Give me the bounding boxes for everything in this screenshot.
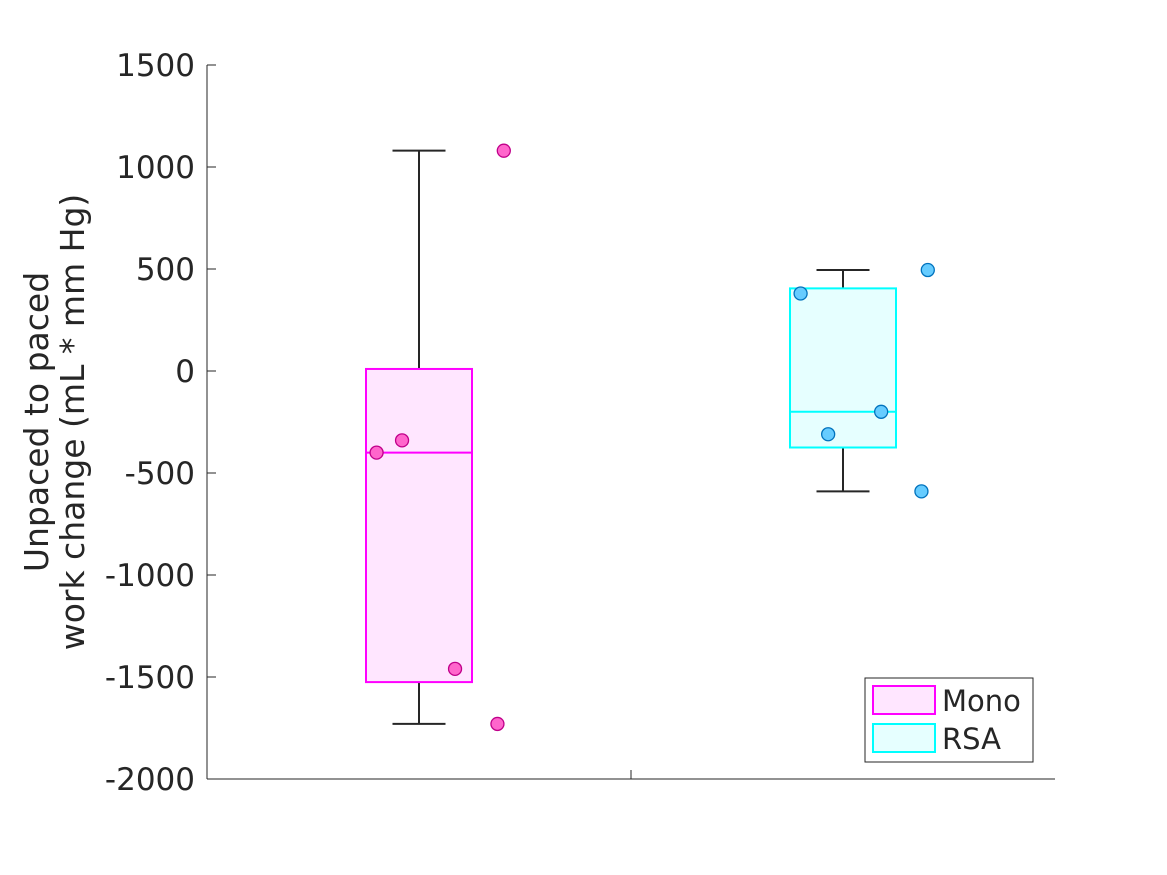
boxes bbox=[365, 149, 897, 725]
box-mono bbox=[365, 149, 473, 725]
y-tick-label: 1000 bbox=[116, 150, 195, 186]
legend-label-mono: Mono bbox=[942, 684, 1021, 718]
y-axis-title: Unpaced to paced work change (mL * mm Hg… bbox=[17, 194, 92, 651]
axes: 1500 1000 500 0 -500 -1000 -1500 -2000 bbox=[105, 48, 1055, 798]
y-tick-label: 1500 bbox=[116, 48, 195, 84]
data-point-mono bbox=[490, 716, 505, 732]
y-tick-label: -1000 bbox=[105, 558, 195, 594]
legend: Mono RSA bbox=[864, 677, 1034, 763]
data-point-mono bbox=[369, 445, 384, 460]
data-point-rsa bbox=[914, 484, 929, 499]
box-iqr bbox=[365, 367, 473, 684]
box-rsa bbox=[789, 269, 897, 493]
y-axis-title-line-1: Unpaced to paced bbox=[17, 272, 56, 572]
legend-label-rsa: RSA bbox=[942, 722, 1001, 756]
data-point-rsa bbox=[874, 404, 889, 419]
y-tick-label: 0 bbox=[175, 354, 195, 390]
data-point-rsa bbox=[793, 286, 808, 301]
data-point-mono bbox=[394, 433, 410, 448]
y-tick-label: 500 bbox=[136, 252, 195, 288]
data-point-rsa bbox=[821, 427, 836, 442]
legend-swatch-rsa bbox=[872, 723, 936, 753]
data-points bbox=[369, 143, 935, 732]
y-tick-label: -1500 bbox=[105, 660, 195, 696]
legend-swatch-mono bbox=[872, 685, 936, 715]
y-tick-label: -2000 bbox=[105, 762, 195, 798]
y-tick-label: -500 bbox=[125, 456, 195, 492]
data-point-mono bbox=[447, 661, 463, 676]
box-iqr bbox=[789, 287, 897, 449]
data-point-mono bbox=[496, 143, 511, 158]
data-point-rsa bbox=[920, 262, 935, 278]
y-axis-title-line-2: work change (mL * mm Hg) bbox=[53, 194, 92, 651]
